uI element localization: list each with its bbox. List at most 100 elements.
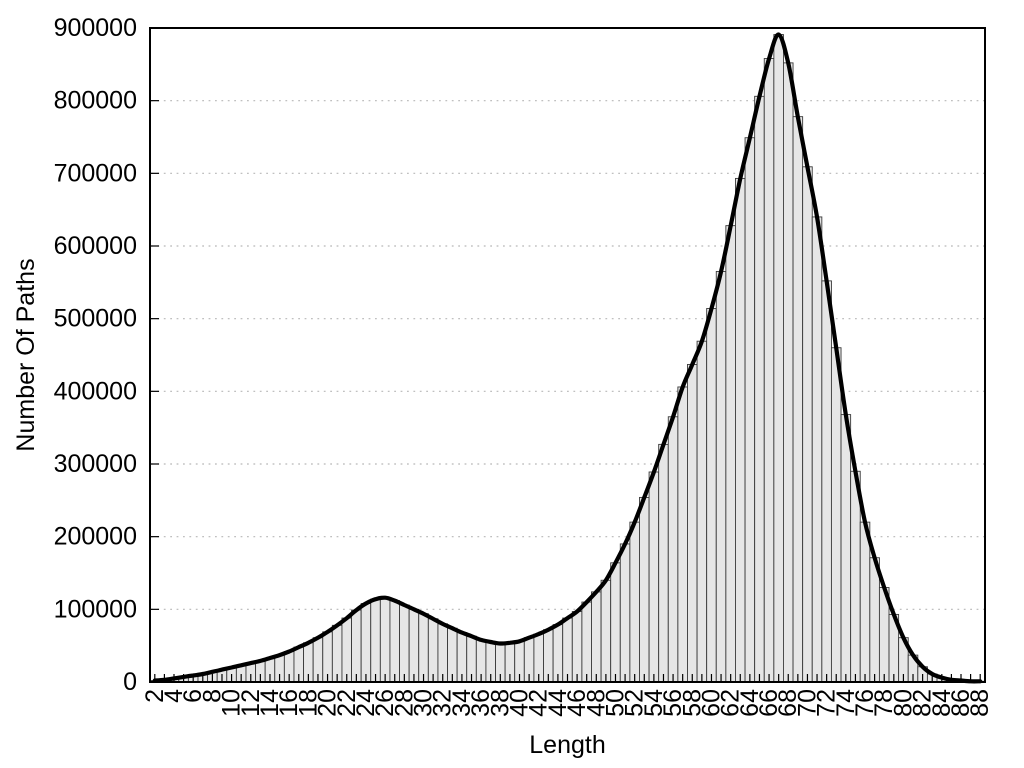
- x-tick-label: 86: [947, 689, 975, 717]
- bar: [821, 280, 832, 683]
- bar: [370, 598, 381, 683]
- tick-marks: [150, 100, 981, 682]
- bar: [427, 618, 439, 683]
- x-tick-label: 22: [333, 689, 361, 717]
- bar: [562, 617, 573, 683]
- y-tick-label: 200000: [54, 523, 137, 551]
- x-tick-label: 70: [793, 689, 821, 717]
- x-tick-label: 58: [678, 689, 706, 717]
- bar: [859, 521, 871, 683]
- bar: [552, 624, 564, 683]
- gridlines: [151, 100, 984, 610]
- x-tick-label: 54: [640, 689, 668, 717]
- bar: [389, 600, 400, 683]
- bar: [735, 177, 746, 683]
- x-tick-label: 24: [352, 689, 380, 717]
- bar: [744, 137, 756, 683]
- x-tick-label: 40: [506, 689, 534, 717]
- bar: [830, 347, 842, 683]
- bar: [600, 579, 612, 683]
- x-tick-label: 28: [390, 689, 418, 717]
- x-tick-label: 8: [198, 689, 226, 703]
- bar: [706, 308, 717, 683]
- y-tick-label: 100000: [54, 595, 137, 623]
- x-tick-label: 60: [698, 689, 726, 717]
- x-tick-label: 56: [659, 689, 687, 717]
- x-tick-label: 88: [966, 689, 994, 717]
- x-tick-label: 44: [544, 689, 572, 717]
- bar: [648, 471, 660, 683]
- x-tick-label: 4: [160, 689, 188, 703]
- bar: [687, 363, 698, 683]
- bar: [869, 557, 880, 683]
- x-tick-label: 16: [275, 689, 303, 717]
- bar: [715, 270, 727, 683]
- bar: [418, 613, 429, 683]
- bar: [725, 225, 736, 683]
- bar: [667, 416, 679, 683]
- bar: [629, 521, 640, 683]
- x-tick-label: 84: [928, 689, 956, 717]
- x-tick-label: 36: [467, 689, 495, 717]
- x-tick-labels: 2468101214161820222426283032343638404244…: [141, 689, 994, 717]
- y-tick-label: 400000: [54, 377, 137, 405]
- plot-frame: [149, 27, 986, 683]
- x-tick-label: 12: [237, 689, 265, 717]
- x-tick-label: 82: [909, 689, 937, 717]
- bar: [447, 627, 458, 683]
- y-axis-title: Number Of Paths: [12, 258, 40, 451]
- bar: [331, 624, 343, 683]
- smoothed-curve: [152, 32, 983, 684]
- x-tick-label: 20: [314, 689, 342, 717]
- x-tick-label: 42: [525, 689, 553, 717]
- bar: [658, 443, 669, 683]
- bar: [677, 386, 688, 683]
- y-tick-label: 300000: [54, 450, 137, 478]
- x-tick-label: 14: [256, 689, 284, 717]
- bar: [610, 562, 621, 683]
- bar: [360, 603, 372, 683]
- bar: [773, 34, 784, 683]
- x-tick-label: 72: [813, 689, 841, 717]
- x-tick-label: 10: [218, 689, 246, 717]
- bar: [792, 116, 804, 683]
- bar: [408, 608, 420, 683]
- bar: [379, 597, 391, 683]
- bar: [639, 496, 650, 683]
- y-tick-label: 500000: [54, 305, 137, 333]
- histogram-bars: [149, 34, 986, 683]
- y-tick-label: 900000: [54, 14, 137, 42]
- x-tick-label: 26: [371, 689, 399, 717]
- bar: [591, 591, 602, 683]
- bar: [782, 62, 794, 683]
- bar: [619, 543, 631, 683]
- bar: [399, 604, 410, 683]
- y-tick-labels: 0 100000 200000 300000 400000 500000 600000 700…: [54, 14, 137, 696]
- x-tick-label: 48: [582, 689, 610, 717]
- x-tick-label: 2: [141, 689, 169, 703]
- bar: [754, 95, 765, 683]
- y-tick-label: 700000: [54, 159, 137, 187]
- x-tick-label: 64: [736, 689, 764, 717]
- x-axis-title: Length: [529, 731, 605, 759]
- bar: [840, 414, 852, 683]
- bar: [811, 216, 823, 683]
- y-tick-label: 800000: [54, 87, 137, 115]
- x-tick-label: 38: [486, 689, 514, 717]
- x-tick-label: 78: [870, 689, 898, 717]
- bar: [351, 609, 362, 683]
- y-tick-label: 0: [123, 668, 137, 696]
- x-tick-label: 6: [179, 689, 207, 703]
- x-tick-label: 46: [563, 689, 591, 717]
- x-tick-label: 18: [294, 689, 322, 717]
- x-tick-label: 74: [832, 689, 860, 717]
- y-tick-label: 600000: [54, 232, 137, 260]
- bar: [763, 58, 775, 683]
- bar: [341, 617, 353, 683]
- bar: [581, 601, 592, 683]
- x-tick-label: 30: [410, 689, 438, 717]
- x-tick-label: 66: [755, 689, 783, 717]
- bar: [437, 623, 448, 683]
